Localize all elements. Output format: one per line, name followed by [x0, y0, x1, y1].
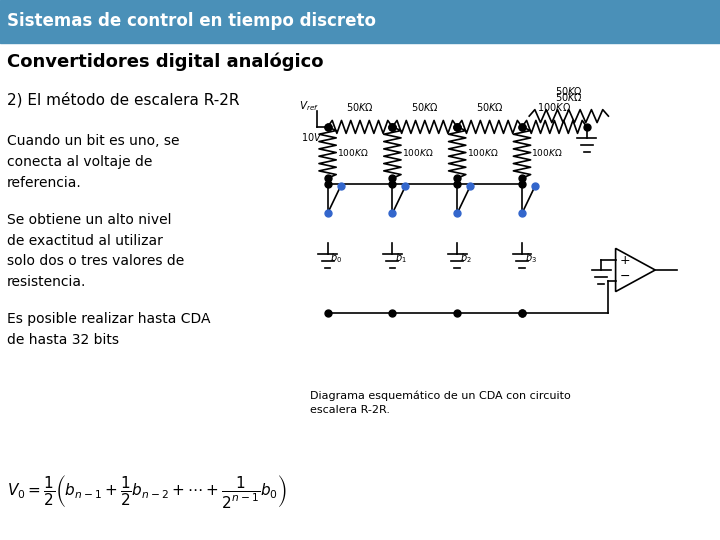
Text: $100K\Omega$: $100K\Omega$: [531, 147, 563, 158]
Text: $100K\Omega$: $100K\Omega$: [402, 147, 433, 158]
Text: $50K\Omega$: $50K\Omega$: [411, 102, 438, 113]
Text: $V_0 = \dfrac{1}{2}\left(b_{n-1} + \dfrac{1}{2}b_{n-2} + \cdots + \dfrac{1}{2^{n: $V_0 = \dfrac{1}{2}\left(b_{n-1} + \dfra…: [7, 473, 287, 510]
Text: $b_1$: $b_1$: [395, 251, 407, 265]
Text: $V_{ref}$: $V_{ref}$: [299, 99, 319, 113]
Text: $50K\Omega$: $50K\Omega$: [346, 102, 374, 113]
Text: $50K\Omega$: $50K\Omega$: [555, 85, 582, 97]
Text: $50K\Omega$: $50K\Omega$: [555, 91, 582, 103]
Text: $50K\Omega$: $50K\Omega$: [476, 102, 503, 113]
Text: $100K\Omega$: $100K\Omega$: [537, 102, 572, 113]
Text: Cuando un bit es uno, se
conecta al voltaje de
referencia.: Cuando un bit es uno, se conecta al volt…: [7, 134, 180, 190]
Bar: [0, 0, 720, 43]
Text: Es posible realizar hasta CDA
de hasta 32 bits: Es posible realizar hasta CDA de hasta 3…: [7, 312, 211, 347]
Text: $-$: $-$: [619, 269, 630, 282]
Text: $b_3$: $b_3$: [525, 251, 537, 265]
Text: $100K\Omega$: $100K\Omega$: [467, 147, 498, 158]
Text: $100K\Omega$: $100K\Omega$: [337, 147, 369, 158]
Text: Se obtiene un alto nivel
de exactitud al utilizar
solo dos o tres valores de
res: Se obtiene un alto nivel de exactitud al…: [7, 213, 184, 289]
Text: $b_2$: $b_2$: [460, 251, 472, 265]
Text: $+$: $+$: [619, 254, 631, 267]
Text: Diagrama esquemático de un CDA con circuito
escalera R-2R.: Diagrama esquemático de un CDA con circu…: [310, 390, 570, 415]
Text: 2) El método de escalera R-2R: 2) El método de escalera R-2R: [7, 92, 240, 107]
Text: $10V$: $10V$: [301, 131, 323, 143]
Text: $b_0$: $b_0$: [330, 251, 343, 265]
Text: Sistemas de control en tiempo discreto: Sistemas de control en tiempo discreto: [7, 12, 376, 30]
Text: Convertidores digital analógico: Convertidores digital analógico: [7, 53, 324, 71]
